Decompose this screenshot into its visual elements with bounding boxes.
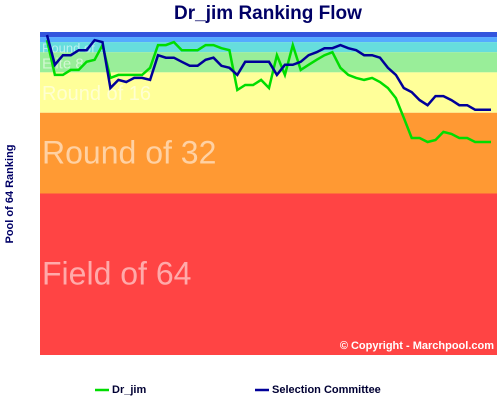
legend-label: Dr_jim xyxy=(112,384,146,396)
rank-band xyxy=(40,32,497,38)
rank-band xyxy=(40,193,497,355)
chart-title: Dr_jim Ranking Flow xyxy=(174,3,362,24)
band-label: Round of 16 xyxy=(42,83,151,105)
series-line xyxy=(45,39,491,144)
rank-band xyxy=(40,112,497,194)
y-axis-label: Pool of 64 Ranking xyxy=(4,144,16,243)
legend-label: Selection Committee xyxy=(272,384,381,396)
band-label: Round of 32 xyxy=(42,135,216,171)
watermark: © Copyright - Marchpool.com xyxy=(340,340,494,352)
rank-band xyxy=(40,42,497,53)
band-label: Field of 64 xyxy=(42,256,191,292)
rank-band xyxy=(40,72,497,113)
series-line xyxy=(45,34,491,111)
rank-band xyxy=(40,37,497,43)
